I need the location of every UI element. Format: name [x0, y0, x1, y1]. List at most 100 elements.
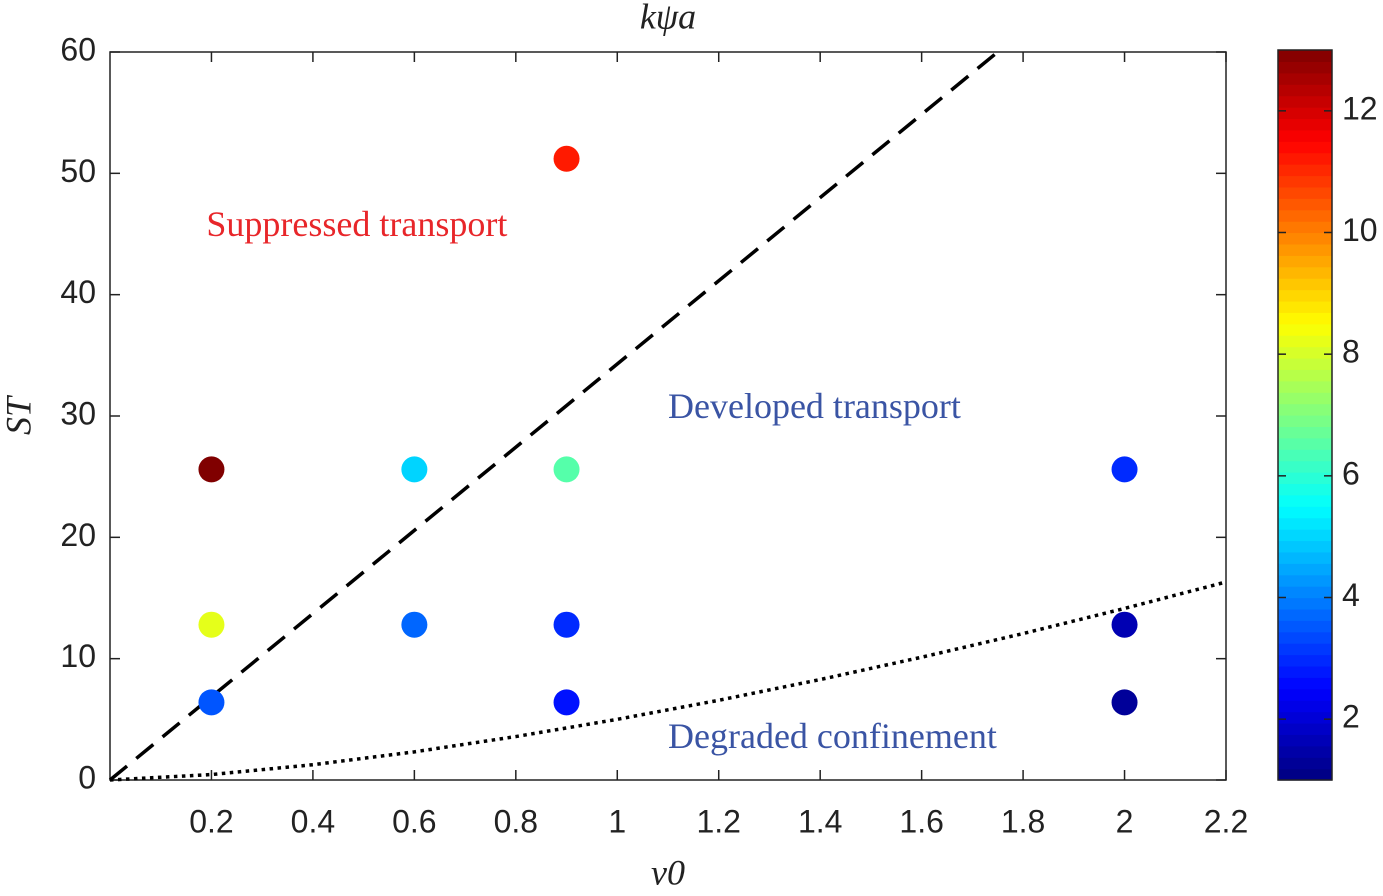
point: [1111, 611, 1138, 638]
annotation: Degraded confinement: [668, 716, 997, 756]
colorbar-band: [1278, 141, 1332, 154]
x-tick-label: 2: [1116, 803, 1134, 839]
colorbar-band: [1278, 221, 1332, 234]
colorbar-band: [1278, 654, 1332, 667]
x-tick-label: 1.2: [696, 803, 740, 839]
x-tick-label: 0.4: [291, 803, 335, 839]
colorbar-band: [1278, 392, 1332, 405]
colorbar-band: [1278, 483, 1332, 496]
colorbar-band: [1278, 711, 1332, 724]
boundary-line: [109, 580, 1227, 782]
colorbar-band: [1278, 346, 1332, 359]
y-tick-label: 50: [60, 153, 96, 189]
colorbar-band: [1278, 95, 1332, 108]
point: [553, 456, 580, 483]
colorbar-band: [1278, 494, 1332, 507]
colorbar-band: [1278, 175, 1332, 188]
point: [1111, 689, 1138, 716]
colorbar-band: [1278, 335, 1332, 348]
point: [401, 611, 428, 638]
y-tick-label: 0: [78, 759, 96, 795]
colorbar-band: [1278, 209, 1332, 222]
colorbar-band: [1278, 357, 1332, 370]
y-axis-label: ST: [0, 394, 38, 435]
colorbar-tick-label: 4: [1342, 577, 1360, 613]
point: [401, 456, 428, 483]
colorbar-band: [1278, 529, 1332, 542]
x-tick-label: 1: [608, 803, 626, 839]
colorbar-band: [1278, 312, 1332, 325]
colorbar-band: [1278, 84, 1332, 97]
colorbar-band: [1278, 574, 1332, 587]
y-tick-label: 60: [60, 31, 96, 67]
colorbar-band: [1278, 757, 1332, 770]
colorbar-band: [1278, 540, 1332, 553]
colorbar-band: [1278, 198, 1332, 211]
point: [1111, 456, 1138, 483]
x-tick-label: 0.8: [494, 803, 538, 839]
colorbar-band: [1278, 643, 1332, 656]
colorbar-band: [1278, 426, 1332, 439]
colorbar-band: [1278, 243, 1332, 256]
y-tick-label: 10: [60, 638, 96, 674]
colorbar-band: [1278, 129, 1332, 142]
colorbar-band: [1278, 563, 1332, 576]
colorbar-band: [1278, 597, 1332, 610]
colorbar-band: [1278, 164, 1332, 177]
x-tick-label: 0.6: [392, 803, 436, 839]
colorbar-band: [1278, 551, 1332, 564]
colorbar-band: [1278, 50, 1332, 63]
colorbar-band: [1278, 186, 1332, 199]
annotation: Suppressed transport: [206, 204, 507, 244]
colorbar-band: [1278, 152, 1332, 165]
point: [198, 611, 225, 638]
colorbar-tick-label: 10: [1342, 212, 1378, 248]
colorbar-tick-label: 8: [1342, 334, 1360, 370]
annotation: Developed transport: [668, 386, 961, 426]
colorbar-band: [1278, 734, 1332, 747]
point: [553, 689, 580, 716]
colorbar-band: [1278, 688, 1332, 701]
colorbar-tick-label: 12: [1342, 90, 1378, 126]
colorbar-band: [1278, 300, 1332, 313]
colorbar-band: [1278, 61, 1332, 74]
colorbar-band: [1278, 620, 1332, 633]
colorbar-band: [1278, 403, 1332, 416]
colorbar-band: [1278, 266, 1332, 279]
colorbar-band: [1278, 72, 1332, 85]
colorbar-band: [1278, 677, 1332, 690]
colorbar-band: [1278, 472, 1332, 485]
colorbar-band: [1278, 517, 1332, 530]
colorbar-band: [1278, 278, 1332, 291]
colorbar-frame: [1277, 49, 1333, 781]
colorbar-band: [1278, 437, 1332, 450]
colorbar-band: [1278, 768, 1332, 781]
chart-title: kψa: [640, 0, 696, 36]
x-tick-label: 1.6: [899, 803, 943, 839]
y-tick-label: 20: [60, 517, 96, 553]
colorbar-band: [1278, 118, 1332, 131]
point: [553, 145, 580, 172]
x-tick-label: 1.4: [798, 803, 842, 839]
colorbar-band: [1278, 745, 1332, 758]
colorbar-band: [1278, 415, 1332, 428]
colorbar-band: [1278, 107, 1332, 120]
colorbar-band: [1278, 369, 1332, 382]
colorbar-band: [1278, 608, 1332, 621]
colorbar-band: [1278, 665, 1332, 678]
colorbar-band: [1278, 232, 1332, 245]
colorbar-tick-label: 2: [1342, 699, 1360, 735]
x-tick-label: 1.8: [1001, 803, 1045, 839]
x-tick-label: 0.2: [189, 803, 233, 839]
y-tick-label: 30: [60, 395, 96, 431]
point: [553, 611, 580, 638]
x-axis-label: ν0: [651, 852, 685, 891]
colorbar-band: [1278, 700, 1332, 713]
boundary-line: [108, 50, 999, 782]
colorbar-band: [1278, 460, 1332, 473]
colorbar-band: [1278, 323, 1332, 336]
colorbar-band: [1278, 289, 1332, 302]
colorbar-band: [1278, 586, 1332, 599]
point: [198, 689, 225, 716]
